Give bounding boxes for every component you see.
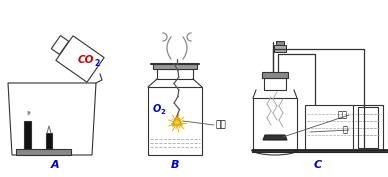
Text: 2: 2: [94, 59, 100, 67]
Text: CO: CO: [78, 55, 94, 65]
Bar: [264, 78, 286, 90]
Text: 水: 水: [343, 125, 348, 135]
Polygon shape: [56, 36, 104, 82]
Bar: [274, 45, 286, 52]
Bar: [262, 72, 288, 78]
Bar: [305, 105, 383, 150]
Bar: [153, 64, 197, 69]
Text: C: C: [314, 160, 322, 170]
Polygon shape: [8, 83, 96, 155]
Text: 红磷: 红磷: [338, 110, 348, 119]
Text: B: B: [171, 160, 179, 170]
Bar: [253, 98, 297, 150]
Text: A: A: [51, 160, 59, 170]
Bar: [148, 87, 202, 155]
Bar: [46, 133, 52, 149]
Polygon shape: [28, 111, 31, 116]
Bar: [16, 149, 71, 155]
Polygon shape: [263, 135, 287, 140]
Polygon shape: [51, 36, 69, 54]
Bar: [157, 69, 193, 79]
Bar: [24, 121, 31, 149]
Text: O: O: [153, 104, 161, 114]
Bar: [358, 107, 378, 148]
Text: 2: 2: [161, 109, 165, 115]
Bar: [276, 41, 284, 45]
Text: 铁丝: 铁丝: [215, 121, 226, 130]
Polygon shape: [172, 116, 182, 125]
